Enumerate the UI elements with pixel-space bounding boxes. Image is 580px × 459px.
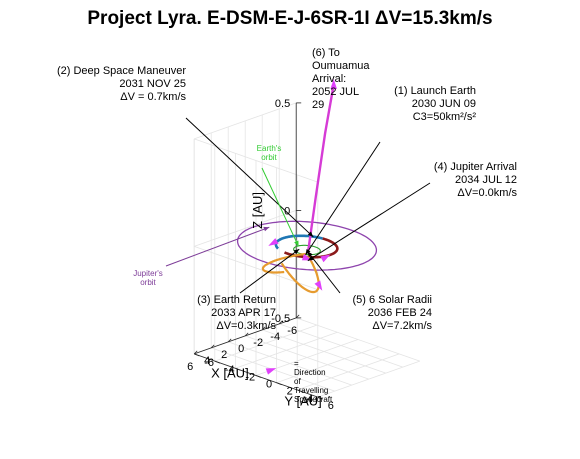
y-tick-label: 6: [328, 400, 334, 412]
grid-line: [276, 346, 379, 384]
jupiter-orbit-label: Jupiter's orbit: [133, 269, 163, 287]
y-tick-label: 2: [287, 386, 293, 398]
annotation-solar-radii: (5) 6 Solar Radii 2036 FEB 24 ΔV=7.2km/s: [353, 294, 433, 332]
leader-solar-radii: [306, 251, 341, 294]
y-tick: [194, 353, 200, 357]
leader-arrowhead: [307, 251, 313, 258]
leader-jupiter-arrival: [307, 182, 431, 262]
chart-title: Project Lyra. E-DSM-E-J-6SR-1I ΔV=15.3km…: [87, 8, 493, 29]
x-tick: [193, 350, 198, 355]
leader-arrowhead: [263, 226, 270, 232]
grid-line: [194, 102, 297, 140]
y-tick: [317, 396, 323, 400]
y-tick: [255, 375, 262, 378]
annotation-dsm: (2) Deep Space Maneuver 2031 NOV 25 ΔV = 0…: [57, 65, 187, 103]
x-tick: [244, 332, 249, 337]
leg-jupiter-to-sun: [280, 255, 320, 294]
x-tick: [295, 314, 300, 319]
x-tick: [278, 320, 283, 325]
z-tick-label: -0.5: [271, 313, 290, 325]
legend-arrow-icon: [265, 368, 277, 375]
x-tick-label: 2: [221, 349, 227, 361]
leg-to-oumuamua: [307, 84, 335, 252]
leader-arrowhead: [293, 249, 300, 255]
x-tick-label: -4: [270, 331, 280, 343]
grid-line: [297, 353, 400, 391]
y-tick: [276, 382, 282, 386]
x-tick: [227, 338, 232, 343]
direction-arrow: [268, 238, 279, 246]
leader-arrowhead: [307, 255, 314, 261]
leader-earth-orbit: [261, 167, 300, 247]
x-tick: [210, 344, 215, 349]
y-tick-label: 4: [307, 393, 313, 405]
annotation-jupiter-arrival: (4) Jupiter Arrival 2034 JUL 12 ΔV=0.0km/s: [434, 161, 518, 199]
leader-arrowhead: [294, 240, 299, 247]
leader-earth-return: [239, 248, 300, 294]
x-tick: [261, 326, 266, 331]
leader-launch: [305, 141, 381, 256]
y-tick-label: -6: [204, 357, 214, 369]
x-tick-label: -2: [253, 337, 263, 349]
grid-line: [235, 331, 338, 369]
leader-arrowhead: [307, 231, 314, 237]
grid-line: [214, 324, 317, 362]
annotation-launch: (1) Launch Earth 2030 JUN 09 C3=50km²/s²: [394, 85, 476, 123]
y-tick: [214, 360, 220, 364]
leader-dsm: [185, 117, 314, 238]
legend-text: = Direction of Travelling Spacecraft: [294, 359, 333, 404]
annotations: (2) Deep Space Maneuver 2031 NOV 25 ΔV = 0…: [57, 47, 518, 404]
y-axis-label: Y [AU]: [284, 393, 321, 408]
x-tick-label: 4: [204, 355, 210, 367]
z-tick-label: 0.5: [275, 98, 290, 110]
annotation-earth-return: (3) Earth Return 2033 APR 17 ΔV=0.3km/s: [197, 294, 276, 332]
z-tick-label: 0: [284, 205, 290, 217]
y-tick-label: 0: [266, 379, 272, 391]
y-tick-label: -4: [225, 364, 235, 376]
direction-arrow: [330, 79, 337, 89]
plot-axes: [193, 102, 323, 400]
direction-arrow: [314, 280, 323, 291]
y-tick: [297, 389, 303, 393]
x-tick-label: 0: [238, 343, 244, 355]
grid-line: [194, 138, 318, 183]
y-tick-label: -2: [245, 371, 255, 383]
leader-jupiter-orbit: [165, 226, 270, 267]
x-tick-label: -6: [287, 325, 297, 337]
x-tick-label: 6: [187, 361, 193, 373]
z-axis-label: Z [AU]: [250, 192, 265, 229]
trajectory-legs: [261, 84, 339, 294]
annotation-to-oumuamua: (6) To Oumuamua Arrival: 2052 JUL 29: [312, 47, 370, 111]
earth-orbit-label: Earth's orbit: [257, 144, 282, 162]
direction-arrow: [320, 254, 331, 263]
x-axis-label: X [AU]: [211, 365, 249, 380]
y-tick: [235, 367, 241, 371]
grid-line: [194, 210, 297, 247]
jupiter-orbit: [236, 220, 378, 271]
grid-line: [317, 360, 420, 398]
